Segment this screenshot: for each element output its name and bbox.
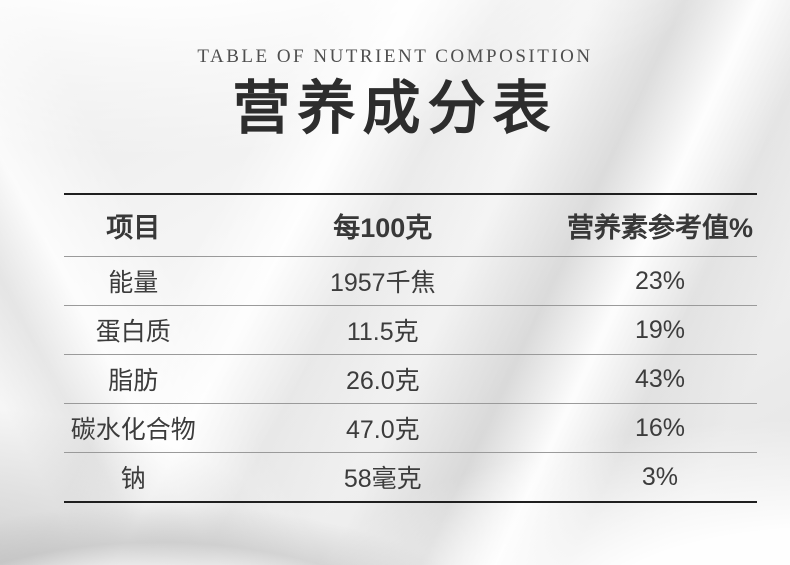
table-row-carbohydrate: 碳水化合物 47.0克 16% [64, 404, 757, 453]
item-nrv: 23% [634, 266, 685, 295]
item-name: 蛋白质 [95, 318, 171, 346]
nutrition-table: 项目 每100克 营养素参考值% 能量 1957千焦 23% 蛋白质 11.5克… [64, 193, 757, 503]
item-amount: 58毫克 [343, 465, 422, 493]
column-header-per-100g: 每100克 [333, 213, 433, 243]
item-amount: 11.5克 [346, 318, 419, 346]
item-nrv: 16% [634, 413, 685, 442]
item-name: 能量 [108, 269, 159, 297]
page-title: 营养成分表 [232, 74, 558, 142]
table-header-row: 项目 每100克 营养素参考值% [64, 195, 757, 257]
item-nrv: 3% [641, 462, 679, 491]
item-amount: 1957千焦 [329, 269, 436, 297]
item-name: 脂肪 [108, 367, 159, 395]
item-nrv: 43% [634, 364, 685, 393]
item-amount: 26.0克 [345, 367, 420, 395]
item-nrv: 19% [634, 315, 685, 344]
table-row-sodium: 钠 58毫克 3% [64, 453, 757, 501]
table-row-energy: 能量 1957千焦 23% [64, 257, 757, 306]
table-row-protein: 蛋白质 11.5克 19% [64, 306, 757, 355]
item-name: 碳水化合物 [70, 416, 196, 444]
item-name: 钠 [120, 465, 146, 493]
column-header-nrv-percent: 营养素参考值% [566, 213, 753, 243]
subtitle-english: TABLE OF NUTRIENT COMPOSITION [197, 46, 593, 67]
column-header-item: 项目 [106, 213, 161, 243]
table-row-fat: 脂肪 26.0克 43% [64, 355, 757, 404]
item-amount: 47.0克 [345, 416, 420, 444]
